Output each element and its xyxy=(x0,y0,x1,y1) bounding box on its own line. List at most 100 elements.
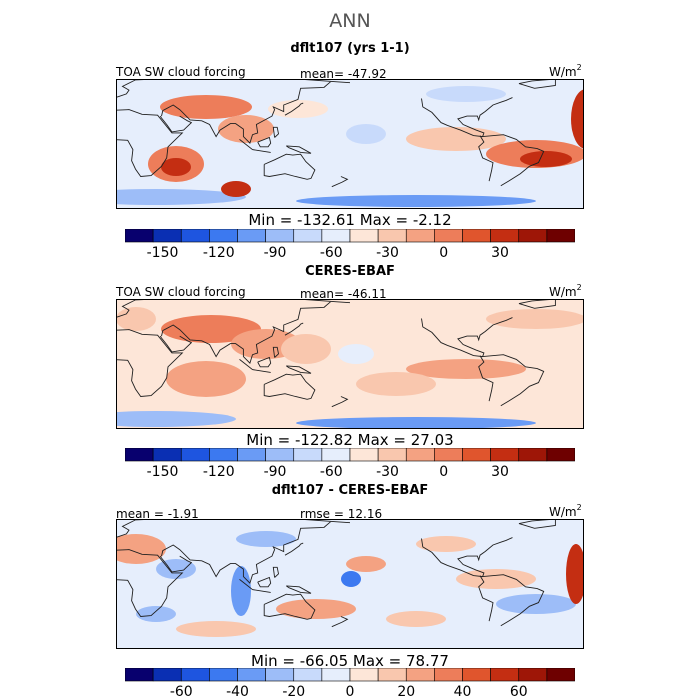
coastline-4 xyxy=(263,593,316,620)
coastline-9 xyxy=(284,322,304,336)
field-region-8 xyxy=(341,571,361,587)
colorbar-bin-15 xyxy=(546,448,575,462)
colorbar-tick-label-3: 0 xyxy=(346,684,355,698)
colorbar-bin-1 xyxy=(152,229,182,243)
field-region-10 xyxy=(176,621,256,637)
field-region-12 xyxy=(136,606,176,622)
colorbar-bin-14 xyxy=(518,668,548,682)
colorbar-bin-4 xyxy=(237,229,266,243)
coastline-8 xyxy=(272,126,279,138)
field-region-5 xyxy=(356,372,436,396)
coastline-7 xyxy=(286,145,312,154)
field-region-4 xyxy=(456,569,536,589)
coastline-1 xyxy=(116,79,351,98)
colorbar-bin-12 xyxy=(462,229,491,243)
panel-1-units-label: W/m2 xyxy=(549,63,582,79)
colorbar-bin-15 xyxy=(546,668,575,682)
colorbar-bin-0 xyxy=(125,448,154,462)
colorbar-tick-label-1: -40 xyxy=(226,684,249,698)
colorbar-bin-10 xyxy=(405,668,435,682)
colorbar-bin-9 xyxy=(377,448,407,462)
field-region-13 xyxy=(571,89,584,149)
coastline-8 xyxy=(272,566,279,578)
map-frame xyxy=(116,79,584,209)
coastline-6 xyxy=(257,356,272,368)
coastline-0 xyxy=(116,329,184,397)
coastline-2 xyxy=(161,301,331,364)
map-frame xyxy=(116,519,584,649)
field-region-1 xyxy=(218,115,274,143)
colorbar-tick-label-4: -30 xyxy=(376,464,399,480)
colorbar-bin-4 xyxy=(237,668,266,682)
field-region-8 xyxy=(296,417,536,429)
coastline-4 xyxy=(263,153,316,180)
colorbar-bin-11 xyxy=(434,668,463,682)
field-region-11 xyxy=(416,536,476,552)
coastline-2 xyxy=(161,521,331,584)
coastline-6 xyxy=(257,136,272,148)
field-region-0 xyxy=(116,534,166,564)
colorbar-tick-label-5: 0 xyxy=(439,464,448,480)
coastline-2 xyxy=(161,81,331,144)
panel-1-map xyxy=(116,79,584,209)
colorbar-bin-0 xyxy=(125,229,154,243)
coastline-10 xyxy=(421,537,513,578)
field-region-3 xyxy=(161,158,191,176)
field-region-10 xyxy=(116,307,156,331)
colorbar-tick-label-5: 0 xyxy=(439,245,448,261)
coastline-7 xyxy=(286,365,312,374)
colorbar-tick-label-0: -60 xyxy=(170,684,193,698)
field-region-0 xyxy=(160,95,252,119)
field-region-3 xyxy=(276,599,356,619)
colorbar-bin-5 xyxy=(265,448,295,462)
coastline-12 xyxy=(482,134,545,187)
field-region-9 xyxy=(338,344,374,364)
field-region-8 xyxy=(116,189,246,205)
field-region-7 xyxy=(231,566,251,616)
coastline-1 xyxy=(116,519,351,538)
colorbar-bin-7 xyxy=(321,448,351,462)
panel-2-title: CERES-EBAF xyxy=(305,264,395,279)
coastline-3 xyxy=(159,335,193,353)
colorbar-tick-label-0: -150 xyxy=(147,245,179,261)
colorbar-tick-label-3: -60 xyxy=(320,464,343,480)
field-region-7 xyxy=(116,411,236,427)
colorbar-bin-11 xyxy=(434,448,463,462)
panel-2-units-label: W/m2 xyxy=(549,283,582,299)
panel-3-mean-label: mean = -1.91 xyxy=(116,507,199,521)
colorbar-bin-2 xyxy=(180,229,210,243)
coastline-8 xyxy=(272,346,279,358)
colorbar-tick-label-0: -150 xyxy=(147,464,179,480)
field-region-3 xyxy=(281,334,331,364)
colorbar-bin-0 xyxy=(125,668,154,682)
colorbar-bin-5 xyxy=(265,668,295,682)
colorbar-bin-3 xyxy=(209,668,238,682)
coastline-12 xyxy=(482,354,545,407)
colorbar-tick-label-6: 30 xyxy=(491,245,509,261)
colorbar-tick-label-1: -120 xyxy=(203,464,235,480)
colorbar-bin-5 xyxy=(265,229,295,243)
colorbar-bin-14 xyxy=(518,229,548,243)
panel-2-mean-label: mean= -46.11 xyxy=(300,287,387,301)
colorbar-bin-13 xyxy=(490,668,520,682)
colorbar-bin-10 xyxy=(405,229,435,243)
field-region-10 xyxy=(346,124,386,144)
panel-3-title: dflt107 - CERES-EBAF xyxy=(271,483,429,498)
field-region-9 xyxy=(386,611,446,627)
colorbar-bin-8 xyxy=(349,668,379,682)
coastline-5 xyxy=(239,139,271,153)
colorbar-bin-6 xyxy=(293,448,323,462)
colorbar-tick-label-3: -60 xyxy=(320,245,343,261)
coastline-9 xyxy=(284,542,304,556)
colorbar-tick-label-6: 60 xyxy=(510,684,528,698)
colorbar-bin-2 xyxy=(180,668,210,682)
coastline-5 xyxy=(239,359,271,373)
field-region-2 xyxy=(166,361,246,397)
colorbar-bin-2 xyxy=(180,448,210,462)
panel-2-map xyxy=(116,299,584,429)
coastline-5 xyxy=(239,579,271,593)
panel-3-rmse-label: rmse = 12.16 xyxy=(300,507,383,521)
field-region-2 xyxy=(346,556,386,572)
field-region-9 xyxy=(296,195,536,207)
